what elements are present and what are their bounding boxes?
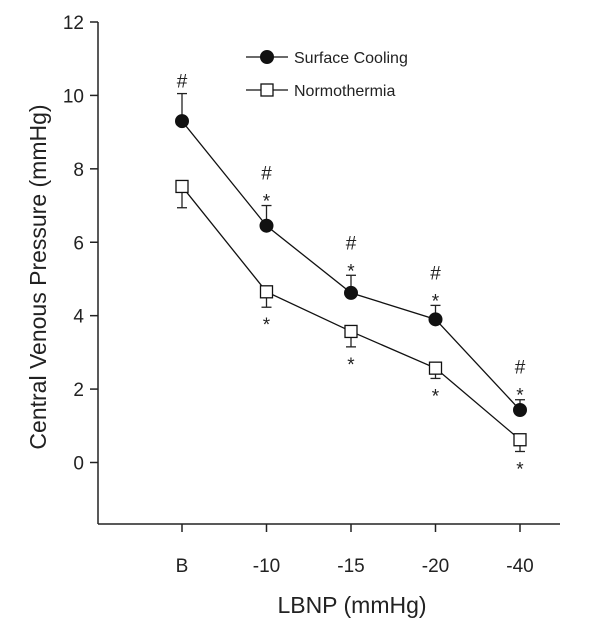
- legend-marker-circle: [260, 50, 274, 64]
- series-normothermia: * * * *: [175, 179, 527, 480]
- x-tick-label: -15: [337, 556, 364, 577]
- data-point-square: [259, 285, 274, 299]
- sig-star: *: [432, 291, 440, 312]
- sig-star: *: [516, 386, 524, 407]
- x-tick-label: -40: [506, 556, 533, 577]
- y-tick-label: 8: [73, 160, 84, 181]
- data-point-circle: [344, 285, 358, 300]
- data-point-square: [344, 324, 358, 339]
- series-line: [181, 186, 521, 441]
- sig-hash: #: [261, 164, 272, 185]
- legend: Surface Cooling Normothermia: [246, 50, 408, 100]
- data-point-circle: [259, 218, 274, 233]
- sig-hash: #: [515, 358, 526, 379]
- sig-star: *: [432, 386, 440, 407]
- sig-star: *: [516, 459, 524, 480]
- y-tick-label: 0: [73, 454, 84, 475]
- y-tick-label: 2: [73, 380, 84, 401]
- y-axis-title: Central Venous Pressure (mmHg): [25, 104, 51, 449]
- legend-label: Normothermia: [294, 83, 395, 100]
- data-point-circle: [513, 403, 527, 418]
- legend-marker-square: [260, 83, 274, 97]
- y-tick-label: 6: [73, 233, 84, 254]
- sig-star: *: [263, 192, 271, 213]
- y-tick-label: 12: [63, 13, 84, 34]
- sig-star: *: [347, 261, 355, 282]
- data-point-square: [513, 433, 527, 447]
- sig-hash: #: [177, 72, 188, 93]
- data-point-square: [428, 361, 443, 375]
- legend-item-surface-cooling: Surface Cooling: [246, 50, 408, 67]
- y-tick-label: 10: [63, 86, 84, 107]
- x-tick-label: -10: [253, 556, 280, 577]
- sig-star: *: [347, 355, 355, 376]
- data-point-square: [175, 179, 189, 194]
- data-point-circle: [428, 312, 443, 327]
- x-tick-label: -20: [422, 556, 449, 577]
- x-axis-title: LBNP (mmHg): [277, 592, 426, 618]
- legend-item-normothermia: Normothermia: [246, 83, 395, 100]
- x-tick-label: B: [176, 556, 189, 577]
- legend-label: Surface Cooling: [294, 50, 408, 67]
- sig-hash: #: [430, 263, 441, 284]
- sig-star: *: [263, 315, 271, 336]
- series-layer: # # * # * # * # * * * * *: [175, 72, 527, 480]
- sig-hash: #: [346, 233, 357, 254]
- y-tick-label: 4: [73, 307, 84, 328]
- series-surface-cooling: # # * # * # * # *: [175, 72, 527, 418]
- axes: 0 2 4 6 8 10 12 B -10 -15 -20 -40 LBNP (mmHg) Central…: [25, 13, 560, 618]
- data-point-circle: [175, 114, 189, 129]
